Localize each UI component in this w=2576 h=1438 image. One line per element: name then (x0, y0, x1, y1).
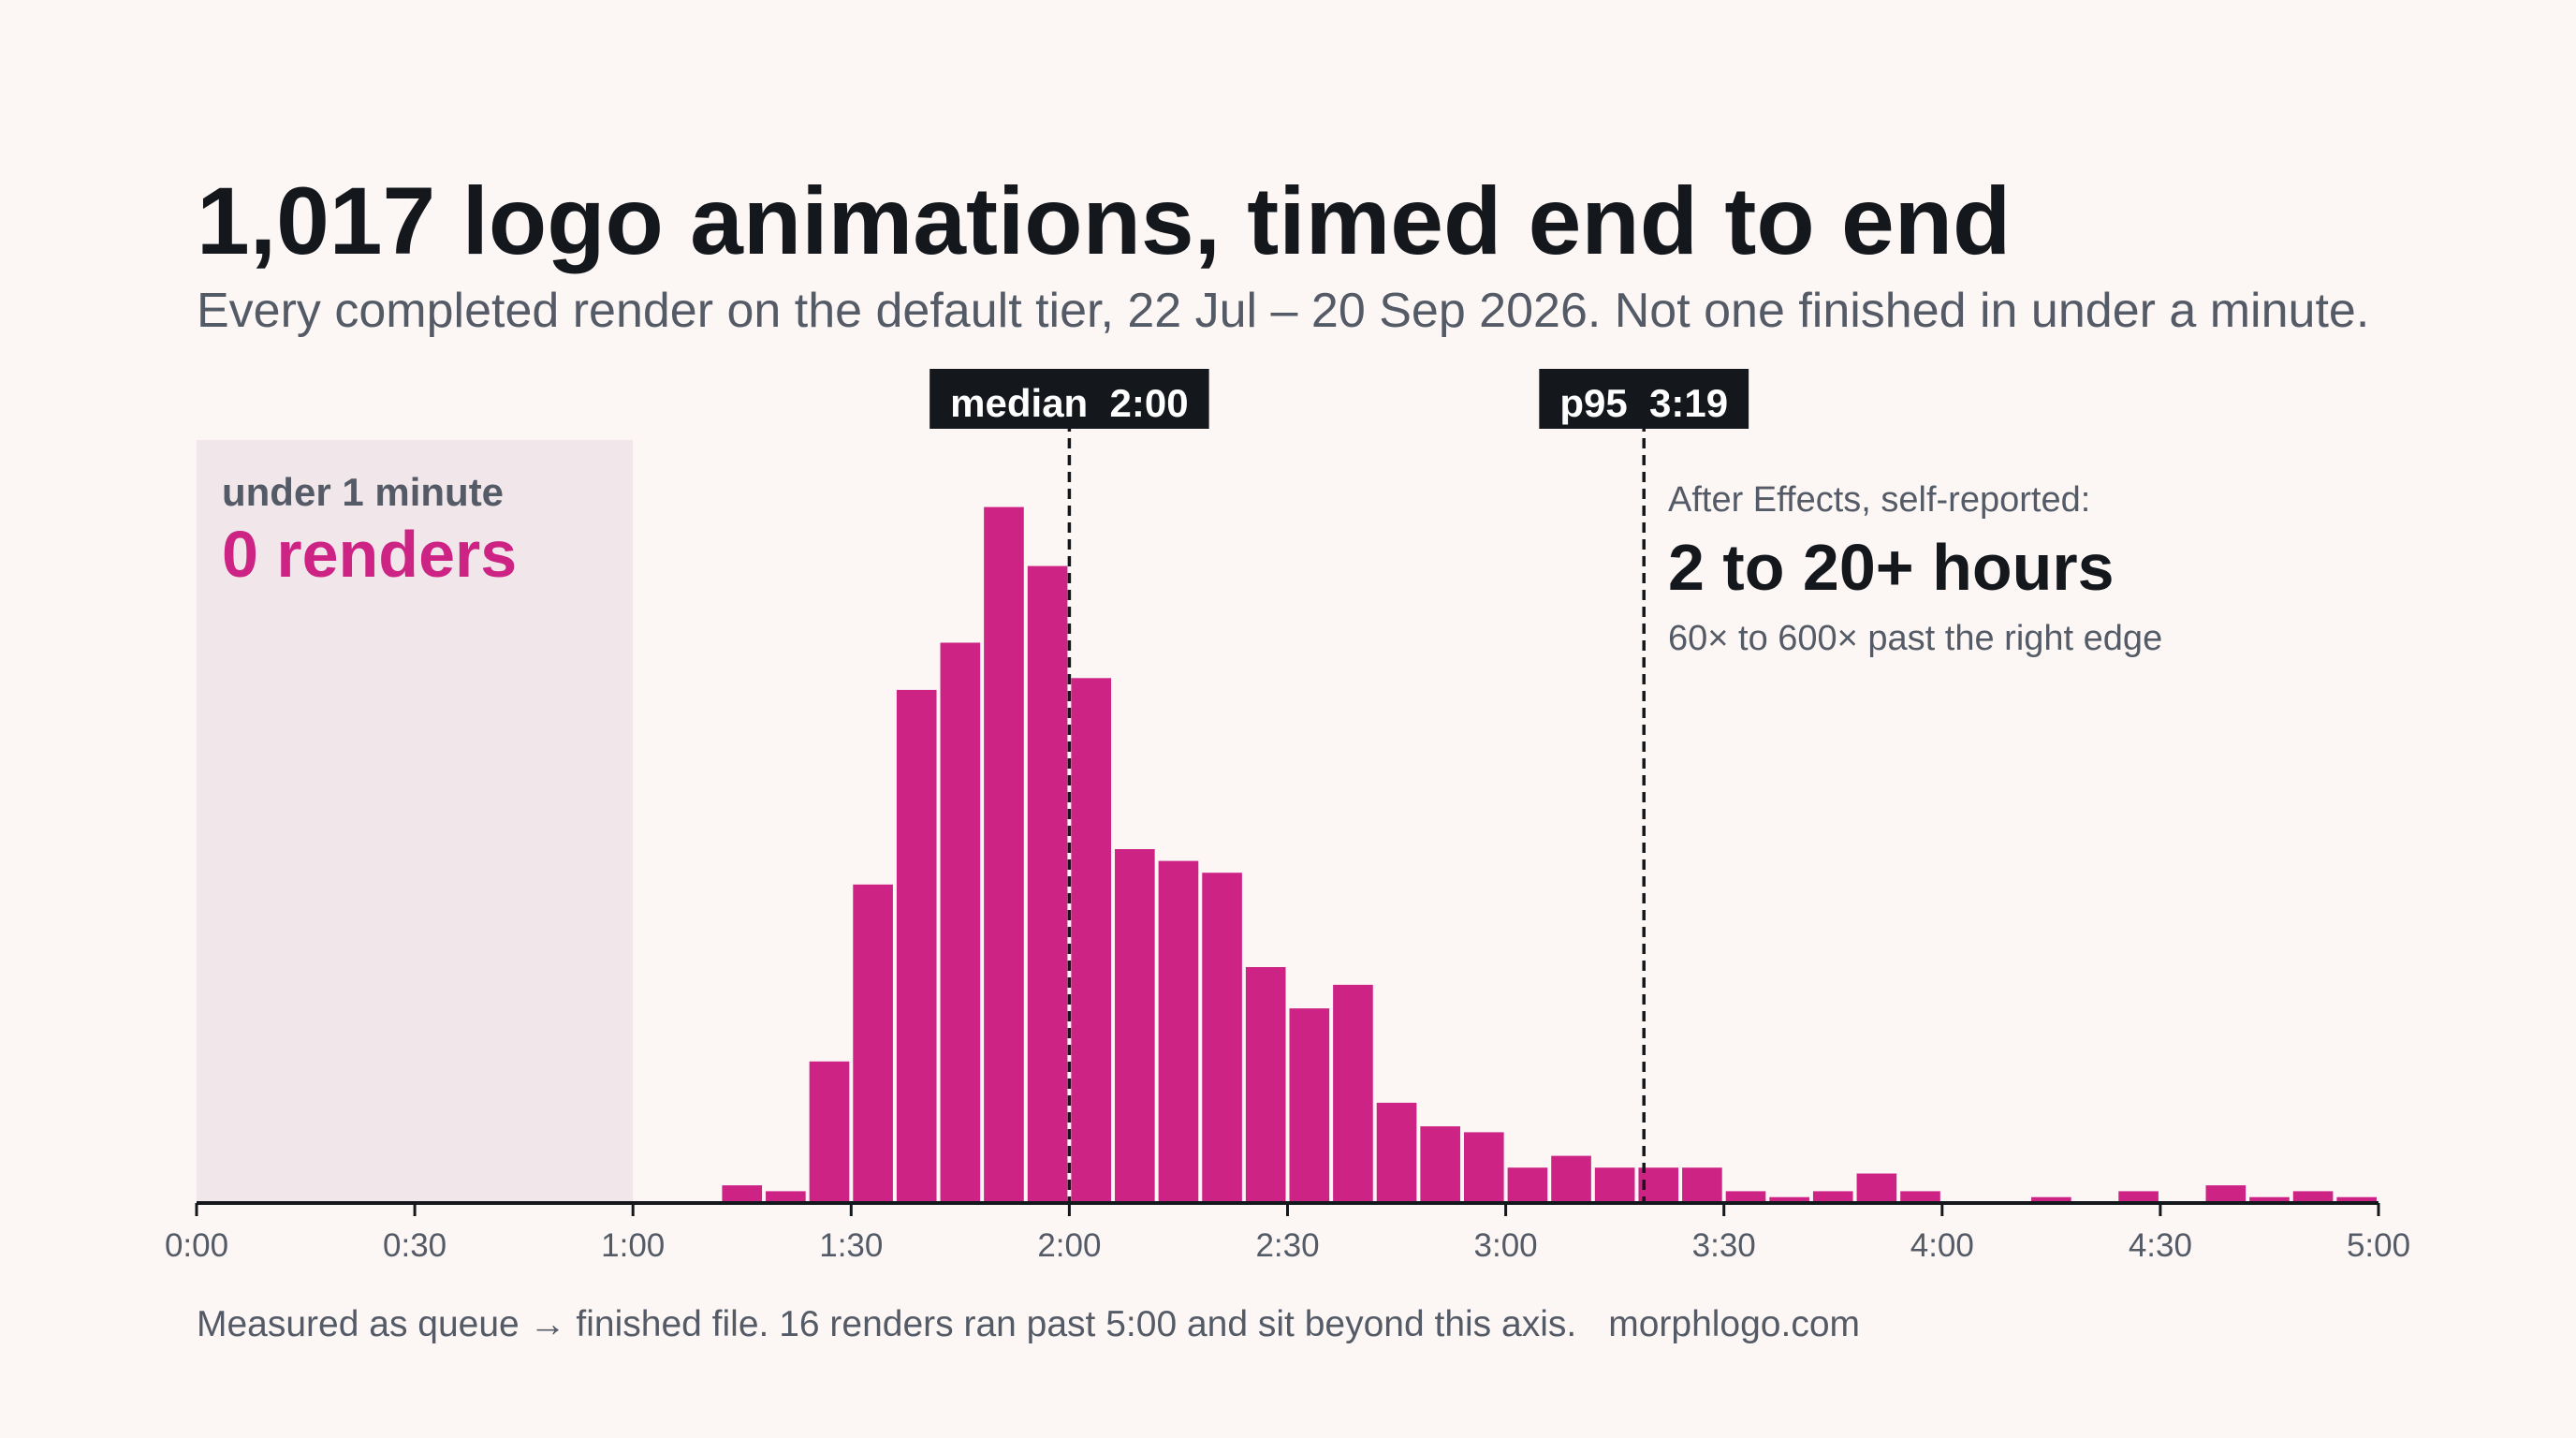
histogram-bar (2118, 1191, 2159, 1203)
histogram-bar (1115, 849, 1155, 1203)
x-tick-label: 3:00 (1474, 1227, 1538, 1264)
histogram-bar (1071, 678, 1112, 1203)
histogram-bar (2336, 1196, 2377, 1203)
histogram-bar (1682, 1167, 1722, 1203)
shade-label: under 1 minute (222, 470, 504, 514)
chart-title: 1,017 logo animations, timed end to end (197, 168, 2012, 274)
p95-label-box (1539, 369, 1749, 429)
histogram-bar (1725, 1191, 1766, 1203)
histogram-bar (1856, 1173, 1897, 1203)
histogram-bar (1333, 984, 1373, 1203)
annotation-detail: 60× to 600× past the right edge (1668, 619, 2162, 658)
x-tick-label: 2:30 (1255, 1227, 1319, 1264)
footer-note: Measured as queue → finished file. 16 re… (197, 1304, 1577, 1344)
histogram-bar (1289, 1008, 1330, 1203)
histogram-bar (896, 689, 937, 1203)
histogram-bar (2249, 1196, 2290, 1203)
x-tick-label: 3:30 (1692, 1227, 1756, 1264)
x-axis-ticks: 0:00 0:30 1:00 1:30 2:00 2:30 3:00 3:30 4:00 4:30… (165, 1203, 2410, 1264)
x-tick-label: 0:00 (165, 1227, 228, 1264)
median-label: median 2:00 (950, 381, 1188, 425)
histogram-bar (1463, 1132, 1504, 1203)
x-tick-label: 4:00 (1910, 1227, 1974, 1264)
histogram-bar (940, 642, 981, 1203)
histogram-bar (1507, 1167, 1548, 1203)
histogram-bar (1812, 1191, 1853, 1203)
footer-site: morphlogo.com (1608, 1304, 1861, 1344)
annotation-headline: 2 to 20+ hours (1668, 531, 2115, 604)
histogram-bar (853, 884, 893, 1203)
histogram-bar (809, 1061, 850, 1203)
histogram-bar (2205, 1185, 2247, 1203)
histogram-bar (1769, 1196, 1809, 1203)
histogram-bar (722, 1185, 763, 1203)
histogram-bar (1376, 1102, 1417, 1203)
x-tick-label: 1:00 (601, 1227, 665, 1264)
x-tick-label: 4:30 (2129, 1227, 2192, 1264)
median-label-box (929, 369, 1209, 429)
histogram-bars (722, 506, 2377, 1203)
histogram-bar (1900, 1191, 1940, 1203)
chart-subtitle: Every completed render on the default ti… (197, 284, 2370, 338)
histogram-bar (1158, 860, 1199, 1203)
histogram-bar (1551, 1155, 1591, 1203)
histogram-bar (1202, 873, 1242, 1203)
p95-label: p95 3:19 (1559, 381, 1728, 425)
x-tick-label: 2:00 (1037, 1227, 1101, 1264)
histogram-bar (1420, 1126, 1460, 1203)
shade-value-label: 0 renders (222, 518, 517, 591)
histogram-bar (2292, 1191, 2334, 1203)
histogram-bar (984, 506, 1024, 1203)
footer: Measured as queue → finished file. 16 re… (197, 1301, 1860, 1348)
annotation-kicker: After Effects, self-reported: (1668, 480, 2090, 520)
x-tick-label: 0:30 (383, 1227, 446, 1264)
under-one-minute-shade (197, 440, 634, 1203)
histogram-bar (1594, 1167, 1635, 1203)
x-tick-label: 1:30 (819, 1227, 883, 1264)
histogram-bar (2031, 1196, 2071, 1203)
histogram-bar (1245, 967, 1286, 1203)
histogram-bar (1027, 565, 1068, 1203)
histogram-bar (766, 1191, 806, 1203)
x-tick-label: 5:00 (2347, 1227, 2410, 1264)
